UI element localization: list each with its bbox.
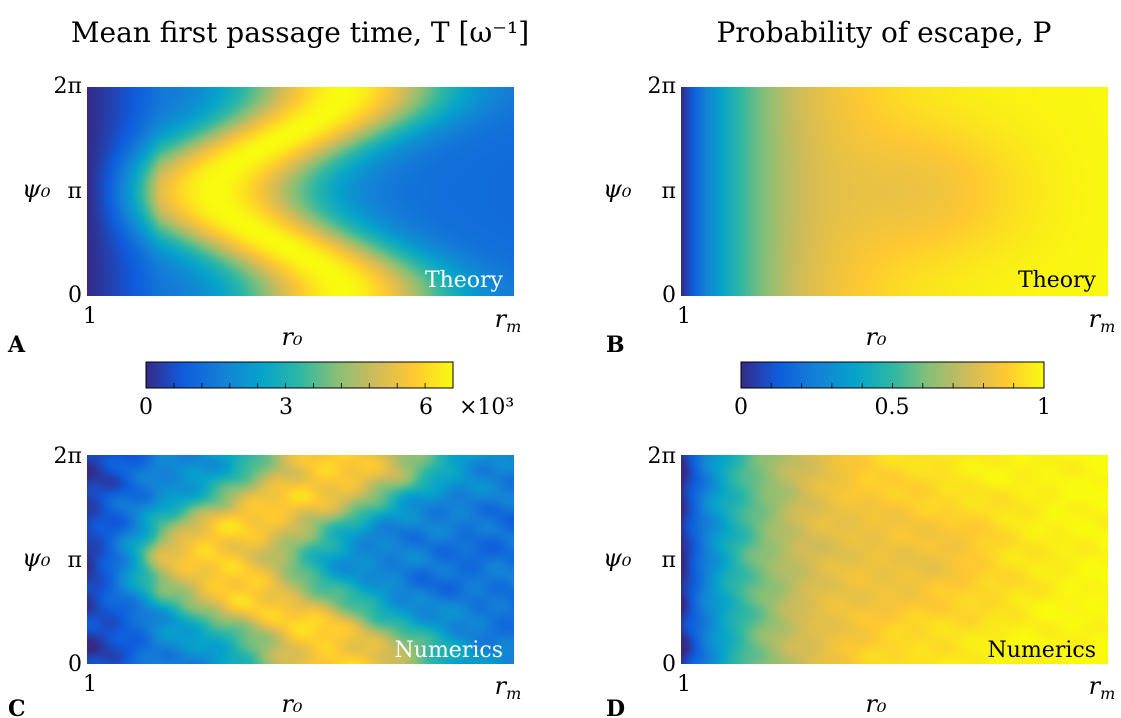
annotation-c: Numerics: [395, 638, 503, 663]
column-title-left: Mean first passage time, T [ω⁻¹]: [71, 16, 529, 49]
xtick-rm-b: rm: [1089, 305, 1116, 336]
xtick-1-c: 1: [83, 672, 97, 697]
xtick-1-a: 1: [83, 304, 97, 329]
panel-label-c: C: [8, 696, 26, 718]
heatmap-d: [681, 455, 1108, 664]
ylabel-b: ψ₀: [603, 175, 632, 203]
xlabel-d: r₀: [865, 690, 886, 718]
xtick-1-d: 1: [677, 672, 691, 697]
panel-label-a: A: [7, 332, 26, 358]
colorbar-left-ticks: [145, 383, 454, 388]
ytick-0-c: 0: [68, 652, 82, 677]
xlabel-a: r₀: [281, 323, 302, 351]
heatmap-b: [681, 87, 1108, 296]
heatmap-c: [87, 455, 514, 664]
xlabel-c: r₀: [281, 690, 302, 718]
ytick-0-d: 0: [662, 652, 676, 677]
colorbar-right-tick-0: 0: [734, 395, 748, 420]
ytick-2pi-c: 2π: [54, 444, 82, 469]
xtick-rm-d: rm: [1089, 672, 1116, 703]
ytick-pi-a: π: [68, 179, 82, 204]
colorbar-left-tick-0: 0: [139, 395, 153, 420]
column-title-right: Probability of escape, P: [716, 16, 1051, 49]
annotation-d: Numerics: [988, 638, 1096, 663]
ytick-0-b: 0: [662, 283, 676, 308]
colorbar-right-tick-1: 1: [1037, 395, 1051, 420]
ytick-pi-b: π: [662, 179, 676, 204]
colorbar-right-tick-05: 0.5: [875, 395, 910, 420]
colorbar-left: 0 3 6 ×10³: [139, 361, 514, 420]
colorbar-left-tick-6: 6: [419, 395, 433, 420]
xtick-rm-a: rm: [495, 305, 522, 336]
ytick-2pi-d: 2π: [648, 444, 676, 469]
heatmap-a: [87, 87, 514, 296]
colorbar-left-gradient: [145, 361, 454, 389]
panel-b: 2π π 0 ψ₀ 1 rm r₀ B Theory: [603, 74, 1115, 358]
annotation-a: Theory: [425, 268, 504, 293]
xlabel-b: r₀: [865, 323, 886, 351]
colorbar-right: 0 0.5 1: [734, 361, 1051, 420]
panel-d: 2π π 0 ψ₀ 1 rm r₀ D Numerics: [603, 444, 1115, 718]
colorbar-right-ticks: [740, 383, 1045, 388]
ylabel-d: ψ₀: [603, 544, 632, 572]
ytick-pi-c: π: [68, 548, 82, 573]
ylabel-c: ψ₀: [22, 544, 51, 572]
panel-a: 2π π 0 ψ₀ 1 rm r₀ A Theory: [7, 74, 521, 358]
annotation-b: Theory: [1018, 268, 1097, 293]
ytick-0-a: 0: [68, 283, 82, 308]
xtick-rm-c: rm: [495, 672, 522, 703]
panel-c: 2π π 0 ψ₀ 1 rm r₀ C Numerics: [8, 444, 521, 718]
panel-label-b: B: [606, 332, 625, 358]
xtick-1-b: 1: [677, 304, 691, 329]
colorbar-left-multiplier: ×10³: [459, 395, 514, 420]
ytick-pi-d: π: [662, 548, 676, 573]
ytick-2pi-b: 2π: [648, 74, 676, 99]
ylabel-a: ψ₀: [22, 175, 51, 203]
ytick-2pi-a: 2π: [54, 74, 82, 99]
colorbar-left-tick-3: 3: [279, 395, 293, 420]
panel-label-d: D: [606, 696, 625, 718]
